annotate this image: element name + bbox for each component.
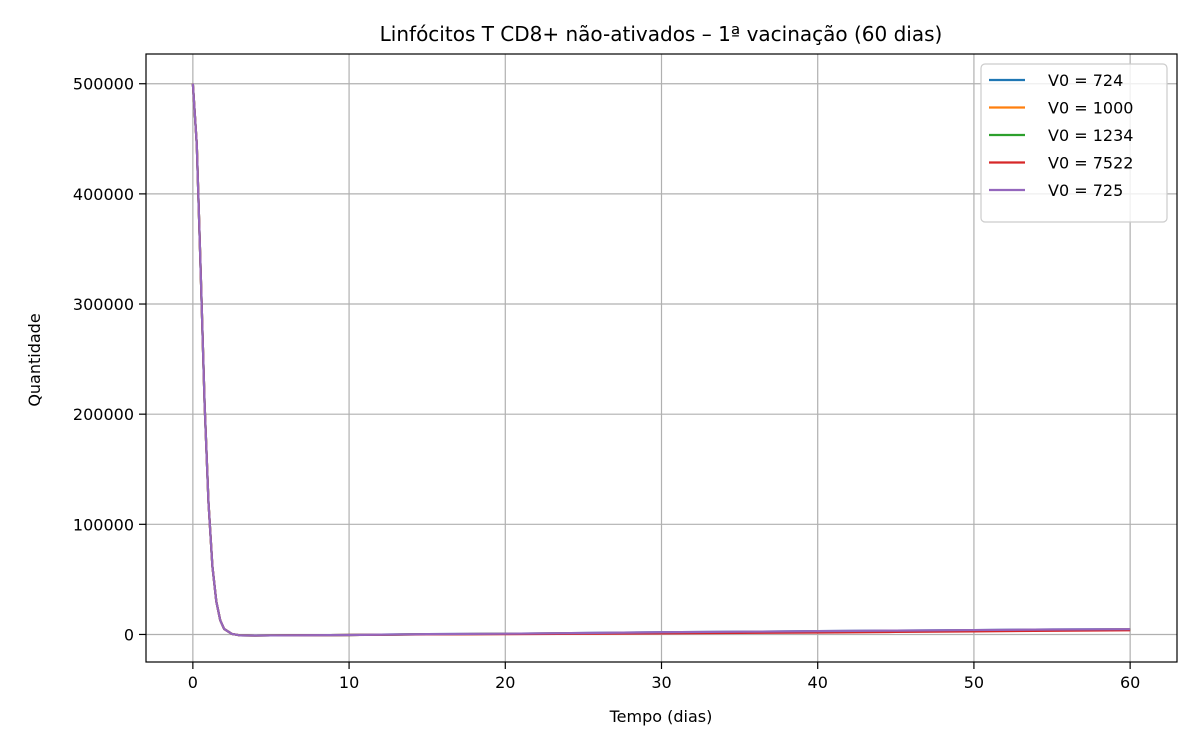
legend-label: V0 = 725: [1048, 181, 1123, 200]
y-tick-label: 100000: [73, 515, 134, 534]
x-tick-label: 10: [339, 673, 359, 692]
y-tick-label: 0: [124, 625, 134, 644]
x-tick-label: 40: [808, 673, 828, 692]
y-tick-label: 300000: [73, 295, 134, 314]
plot-area: [145, 53, 1178, 663]
y-axis-label: Quantidade: [25, 313, 44, 406]
x-axis-label: Tempo (dias): [609, 707, 713, 726]
legend-box: [980, 63, 1168, 223]
y-tick-label: 200000: [73, 405, 134, 424]
x-tick-label: 0: [188, 673, 198, 692]
series-lines: [191, 83, 1131, 637]
series-line-5: [191, 83, 1131, 637]
x-tick-label: 50: [964, 673, 984, 692]
x-tick-label: 20: [495, 673, 515, 692]
legend-label: V0 = 1000: [1048, 99, 1133, 118]
legend-label: V0 = 724: [1048, 71, 1123, 90]
y-tick-label: 400000: [73, 185, 134, 204]
legend: V0 = 724 V0 = 1000 V0 = 1234 V0 = 7522 V0 = …: [980, 63, 1168, 223]
x-tick-label: 30: [651, 673, 671, 692]
chart-title: Linfócitos T CD8+ não-ativados – 1ª vaci…: [380, 22, 943, 46]
x-axis: 0 10 20 30 40 50 60: [188, 662, 1140, 692]
y-tick-label: 500000: [73, 75, 134, 94]
legend-label: V0 = 1234: [1048, 126, 1133, 145]
x-tick-label: 60: [1120, 673, 1140, 692]
y-axis: 0 100000 200000 300000 400000 500000: [73, 75, 146, 644]
legend-label: V0 = 7522: [1048, 154, 1133, 173]
